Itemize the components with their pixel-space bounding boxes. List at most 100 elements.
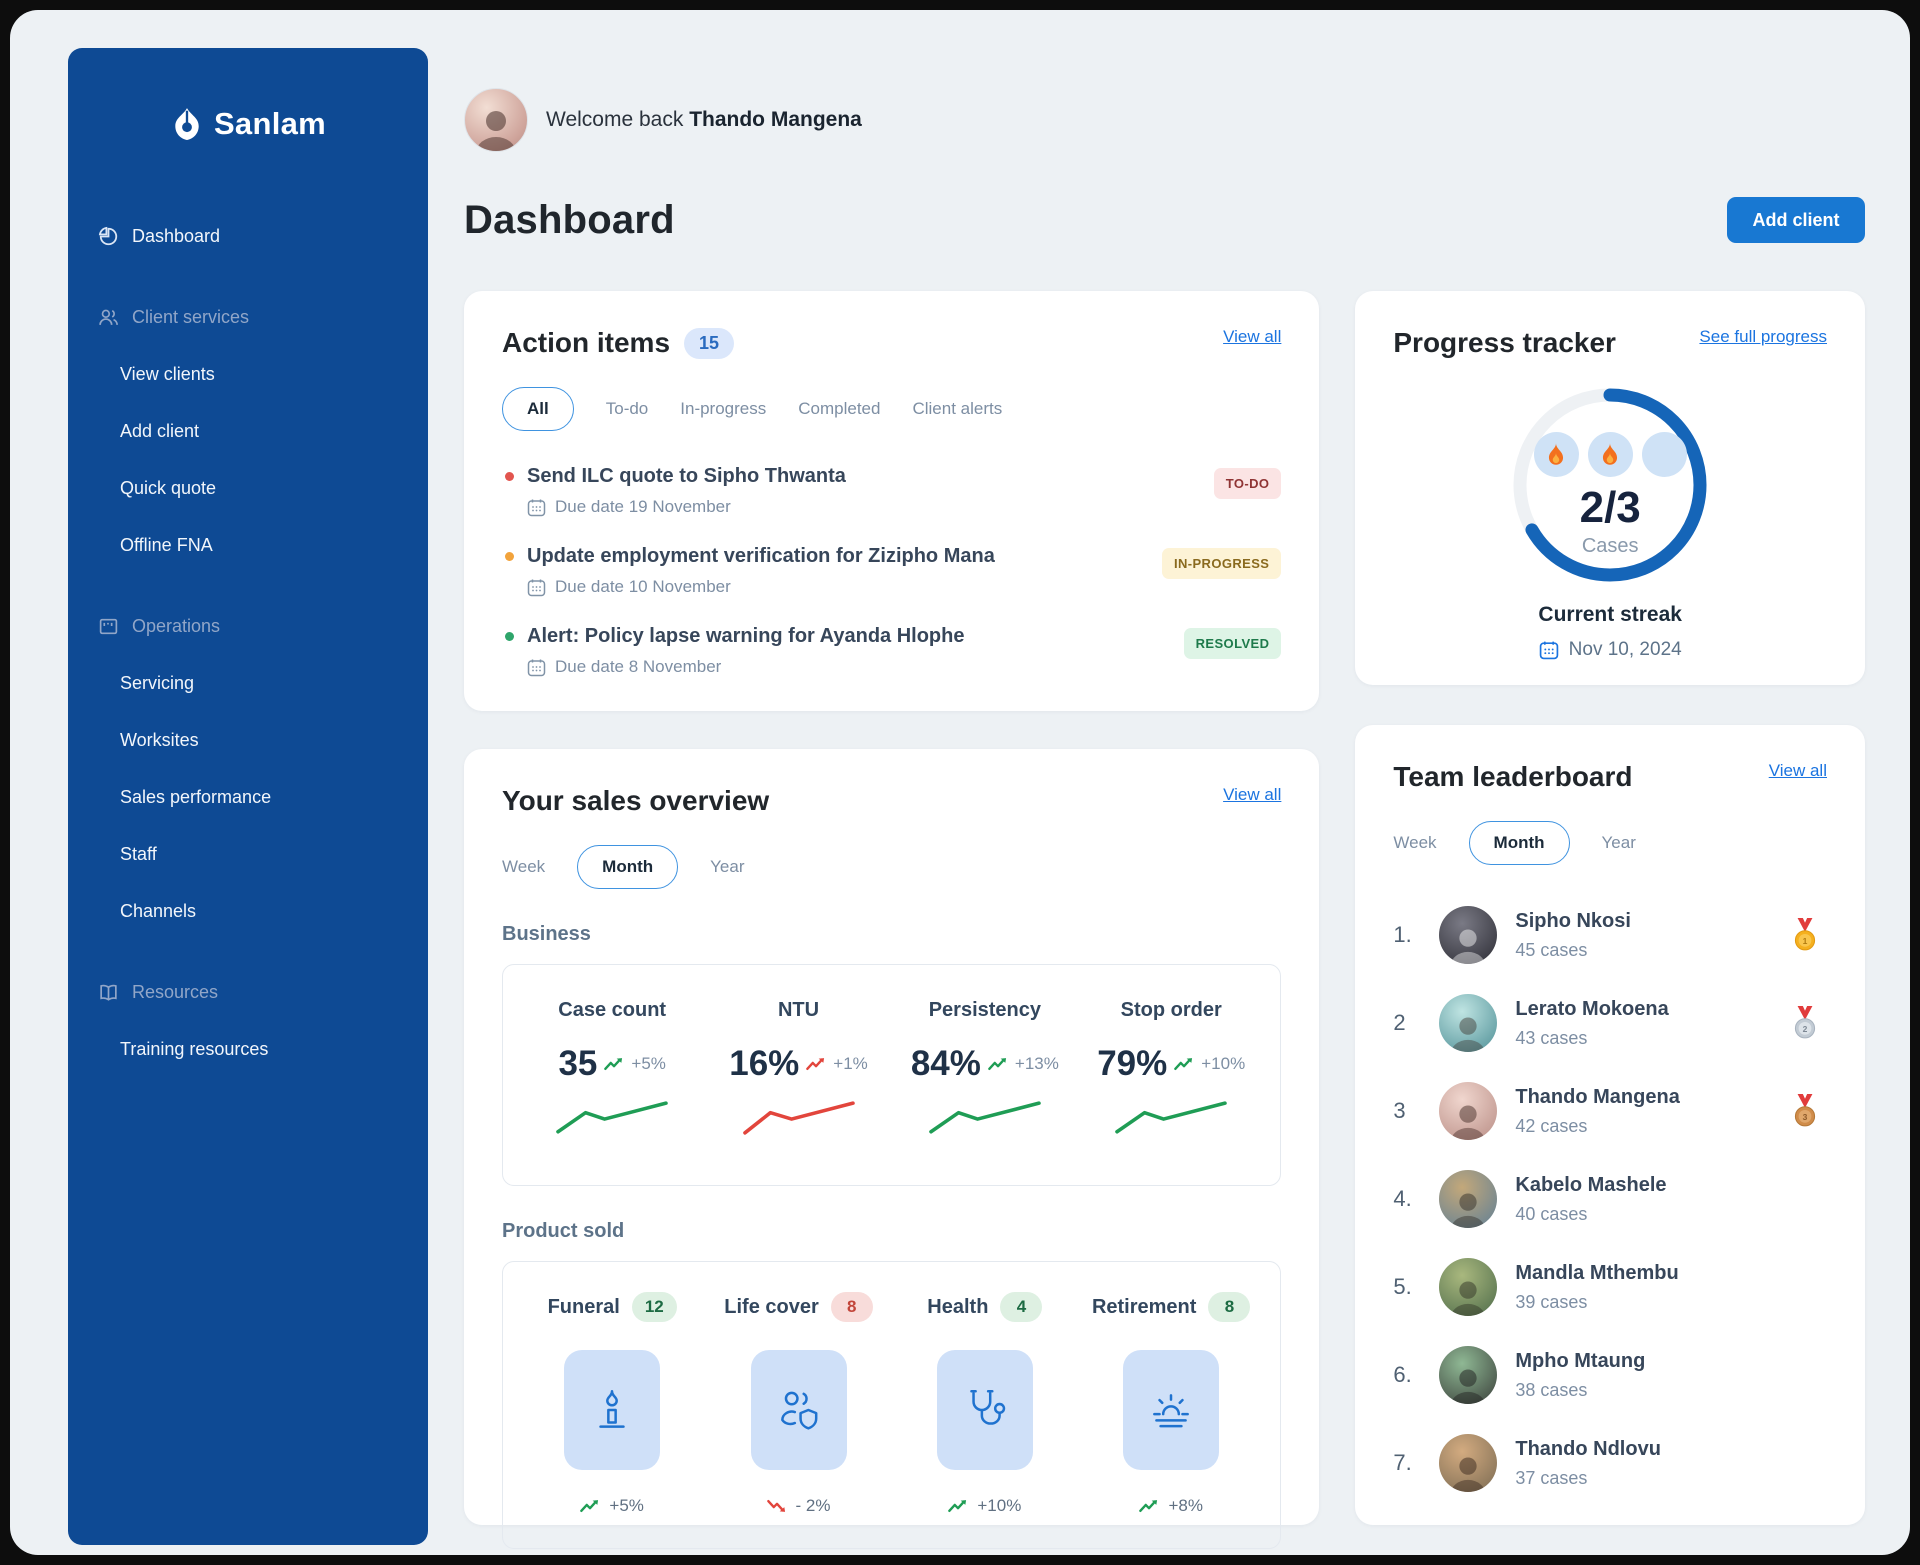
welcome-prefix: Welcome back bbox=[546, 108, 684, 131]
leaderboard-row[interactable]: 7. Thando Ndlovu 37 cases bbox=[1393, 1419, 1827, 1507]
stat-value: 79% bbox=[1097, 1044, 1168, 1083]
member-name: Sipho Nkosi bbox=[1515, 909, 1631, 932]
status-badge-todo: TO-DO bbox=[1213, 468, 1282, 499]
member-cases: 37 cases bbox=[1515, 1467, 1588, 1488]
leaderboard-row[interactable]: 4. Kabelo Mashele 40 cases bbox=[1393, 1155, 1827, 1243]
sidebar-item-label: Staff bbox=[120, 844, 157, 864]
sidebar-item-channels[interactable]: Channels bbox=[68, 883, 428, 940]
member-cases: 40 cases bbox=[1515, 1203, 1588, 1224]
tab-year[interactable]: Year bbox=[1601, 833, 1636, 852]
action-item-due-date: Due date 19 November bbox=[555, 497, 731, 516]
add-client-button[interactable]: Add client bbox=[1727, 197, 1865, 243]
tab-to-do[interactable]: To-do bbox=[605, 399, 649, 418]
trend-up-icon bbox=[948, 1500, 967, 1513]
book-icon bbox=[100, 984, 117, 1001]
sidebar-item-sales-performance[interactable]: Sales performance bbox=[68, 769, 428, 826]
calendar-icon bbox=[527, 659, 546, 676]
silver-medal-icon: 2 bbox=[1794, 1006, 1816, 1039]
leaderboard-row[interactable]: 6. Mpho Mtaung 38 cases bbox=[1393, 1331, 1827, 1419]
product-sold-label: Product sold bbox=[502, 1220, 625, 1242]
sales-overview-card: Your sales overview View all Week Month … bbox=[464, 749, 1320, 1549]
progress-ring: 2/3 Cases bbox=[1510, 385, 1710, 585]
sales-period-tabs: Week Month Year bbox=[502, 845, 1281, 889]
flame-icon bbox=[1533, 432, 1579, 477]
welcome-message: Welcome back Thando Mangena bbox=[546, 108, 862, 132]
member-name: Thando Ndlovu bbox=[1515, 1437, 1661, 1460]
sidebar-item-quick-quote[interactable]: Quick quote bbox=[68, 460, 428, 517]
tab-week[interactable]: Week bbox=[1393, 833, 1437, 852]
sidebar-item-add-client[interactable]: Add client bbox=[68, 403, 428, 460]
sidebar-item-offline-fna[interactable]: Offline FNA bbox=[68, 517, 428, 574]
streak-flames bbox=[1533, 432, 1687, 477]
status-badge-resolved: RESOLVED bbox=[1183, 628, 1282, 659]
person-silhouette-icon bbox=[1451, 1017, 1486, 1052]
product-count-badge: 8 bbox=[1208, 1292, 1251, 1322]
stat-label: Case count bbox=[558, 999, 667, 1021]
stat-delta: +13% bbox=[1014, 1054, 1059, 1073]
tab-year[interactable]: Year bbox=[710, 857, 745, 876]
sparkline-green bbox=[929, 1101, 1041, 1134]
stat-label: NTU bbox=[777, 999, 820, 1021]
leaderboard-row[interactable]: 1. Sipho Nkosi 45 cases 1 bbox=[1393, 891, 1827, 979]
member-name: Mandla Mthembu bbox=[1515, 1261, 1679, 1284]
sidebar-item-servicing[interactable]: Servicing bbox=[68, 655, 428, 712]
sidebar-item-view-clients[interactable]: View clients bbox=[68, 346, 428, 403]
stat-ntu: NTU 16% +1% bbox=[705, 999, 891, 1141]
sidebar-item-label: Worksites bbox=[120, 730, 199, 750]
leaderboard-row[interactable]: 5. Mandla Mthembu 39 cases bbox=[1393, 1243, 1827, 1331]
action-items-view-all-link[interactable]: View all bbox=[1223, 327, 1282, 346]
rank-label: 1. bbox=[1393, 922, 1412, 947]
stat-label: Stop order bbox=[1120, 999, 1222, 1021]
rank-label: 7. bbox=[1393, 1450, 1412, 1475]
sidebar-section-label: Client services bbox=[132, 307, 250, 327]
tab-month[interactable]: Month bbox=[1468, 821, 1570, 865]
sidebar-item-worksites[interactable]: Worksites bbox=[68, 712, 428, 769]
sidebar-section-client-services: Client services bbox=[68, 289, 428, 346]
action-items-tabs: All To-do In-progress Completed Client a… bbox=[502, 387, 1281, 431]
avatar bbox=[1439, 1258, 1498, 1316]
sidebar-item-staff[interactable]: Staff bbox=[68, 826, 428, 883]
tab-client-alerts[interactable]: Client alerts bbox=[912, 399, 1003, 418]
sidebar-item-training-resources[interactable]: Training resources bbox=[68, 1021, 428, 1078]
member-cases: 38 cases bbox=[1515, 1379, 1588, 1400]
stat-delta: +1% bbox=[833, 1054, 868, 1073]
streak-date-row: Nov 10, 2024 bbox=[1393, 639, 1827, 661]
product-tile bbox=[564, 1350, 661, 1470]
welcome-bar: Welcome back Thando Mangena bbox=[464, 88, 1865, 152]
leaderboard-view-all-link[interactable]: View all bbox=[1768, 761, 1827, 780]
product-retirement: Retirement 8 bbox=[1078, 1292, 1264, 1516]
status-dot-orange bbox=[505, 552, 514, 561]
person-silhouette-icon bbox=[1451, 1193, 1486, 1228]
tab-all[interactable]: All bbox=[502, 387, 574, 431]
product-delta: +10% bbox=[977, 1496, 1022, 1515]
business-section-label: Business bbox=[502, 923, 591, 945]
person-silhouette-icon bbox=[1451, 1281, 1486, 1316]
tab-in-progress[interactable]: In-progress bbox=[680, 399, 767, 418]
leaderboard-row[interactable]: 3 Thando Mangena 42 cases 3 bbox=[1393, 1067, 1827, 1155]
action-item-row[interactable]: Alert: Policy lapse warning for Ayanda H… bbox=[502, 625, 1282, 677]
see-full-progress-link[interactable]: See full progress bbox=[1699, 327, 1827, 346]
users-icon bbox=[99, 309, 118, 325]
avatar bbox=[1439, 1170, 1498, 1228]
bronze-medal-icon: 3 bbox=[1794, 1094, 1816, 1127]
window-icon bbox=[99, 618, 118, 635]
product-funeral: Funeral 12 bbox=[519, 1292, 705, 1516]
user-avatar[interactable] bbox=[464, 88, 528, 152]
leaderboard-row[interactable]: 2 Lerato Mokoena 43 cases 2 bbox=[1393, 979, 1827, 1067]
progress-ring-chart bbox=[1513, 388, 1707, 582]
tab-month[interactable]: Month bbox=[577, 845, 679, 889]
sidebar-item-label: Servicing bbox=[120, 673, 195, 693]
action-items-title-text: Action items bbox=[502, 327, 671, 358]
leaderboard-list: 1. Sipho Nkosi 45 cases 1 2 Lerato Mokoen… bbox=[1393, 891, 1827, 1507]
tab-completed[interactable]: Completed bbox=[798, 399, 881, 418]
action-item-row[interactable]: Update employment verification for Zizip… bbox=[502, 545, 1282, 597]
action-item-title: Send ILC quote to Sipho Thwanta bbox=[527, 465, 846, 487]
business-stats-panel: Case count 35 +5% NTU 16% bbox=[502, 964, 1282, 1186]
sales-view-all-link[interactable]: View all bbox=[1223, 785, 1282, 804]
sparkline-green bbox=[556, 1101, 668, 1134]
sidebar-item-dashboard[interactable]: Dashboard bbox=[68, 208, 428, 265]
sanlam-logo-text: Sanlam bbox=[213, 106, 327, 141]
action-items-list: Send ILC quote to Sipho Thwanta Due date… bbox=[502, 465, 1282, 677]
tab-week[interactable]: Week bbox=[502, 857, 546, 876]
action-item-row[interactable]: Send ILC quote to Sipho Thwanta Due date… bbox=[502, 465, 1282, 517]
